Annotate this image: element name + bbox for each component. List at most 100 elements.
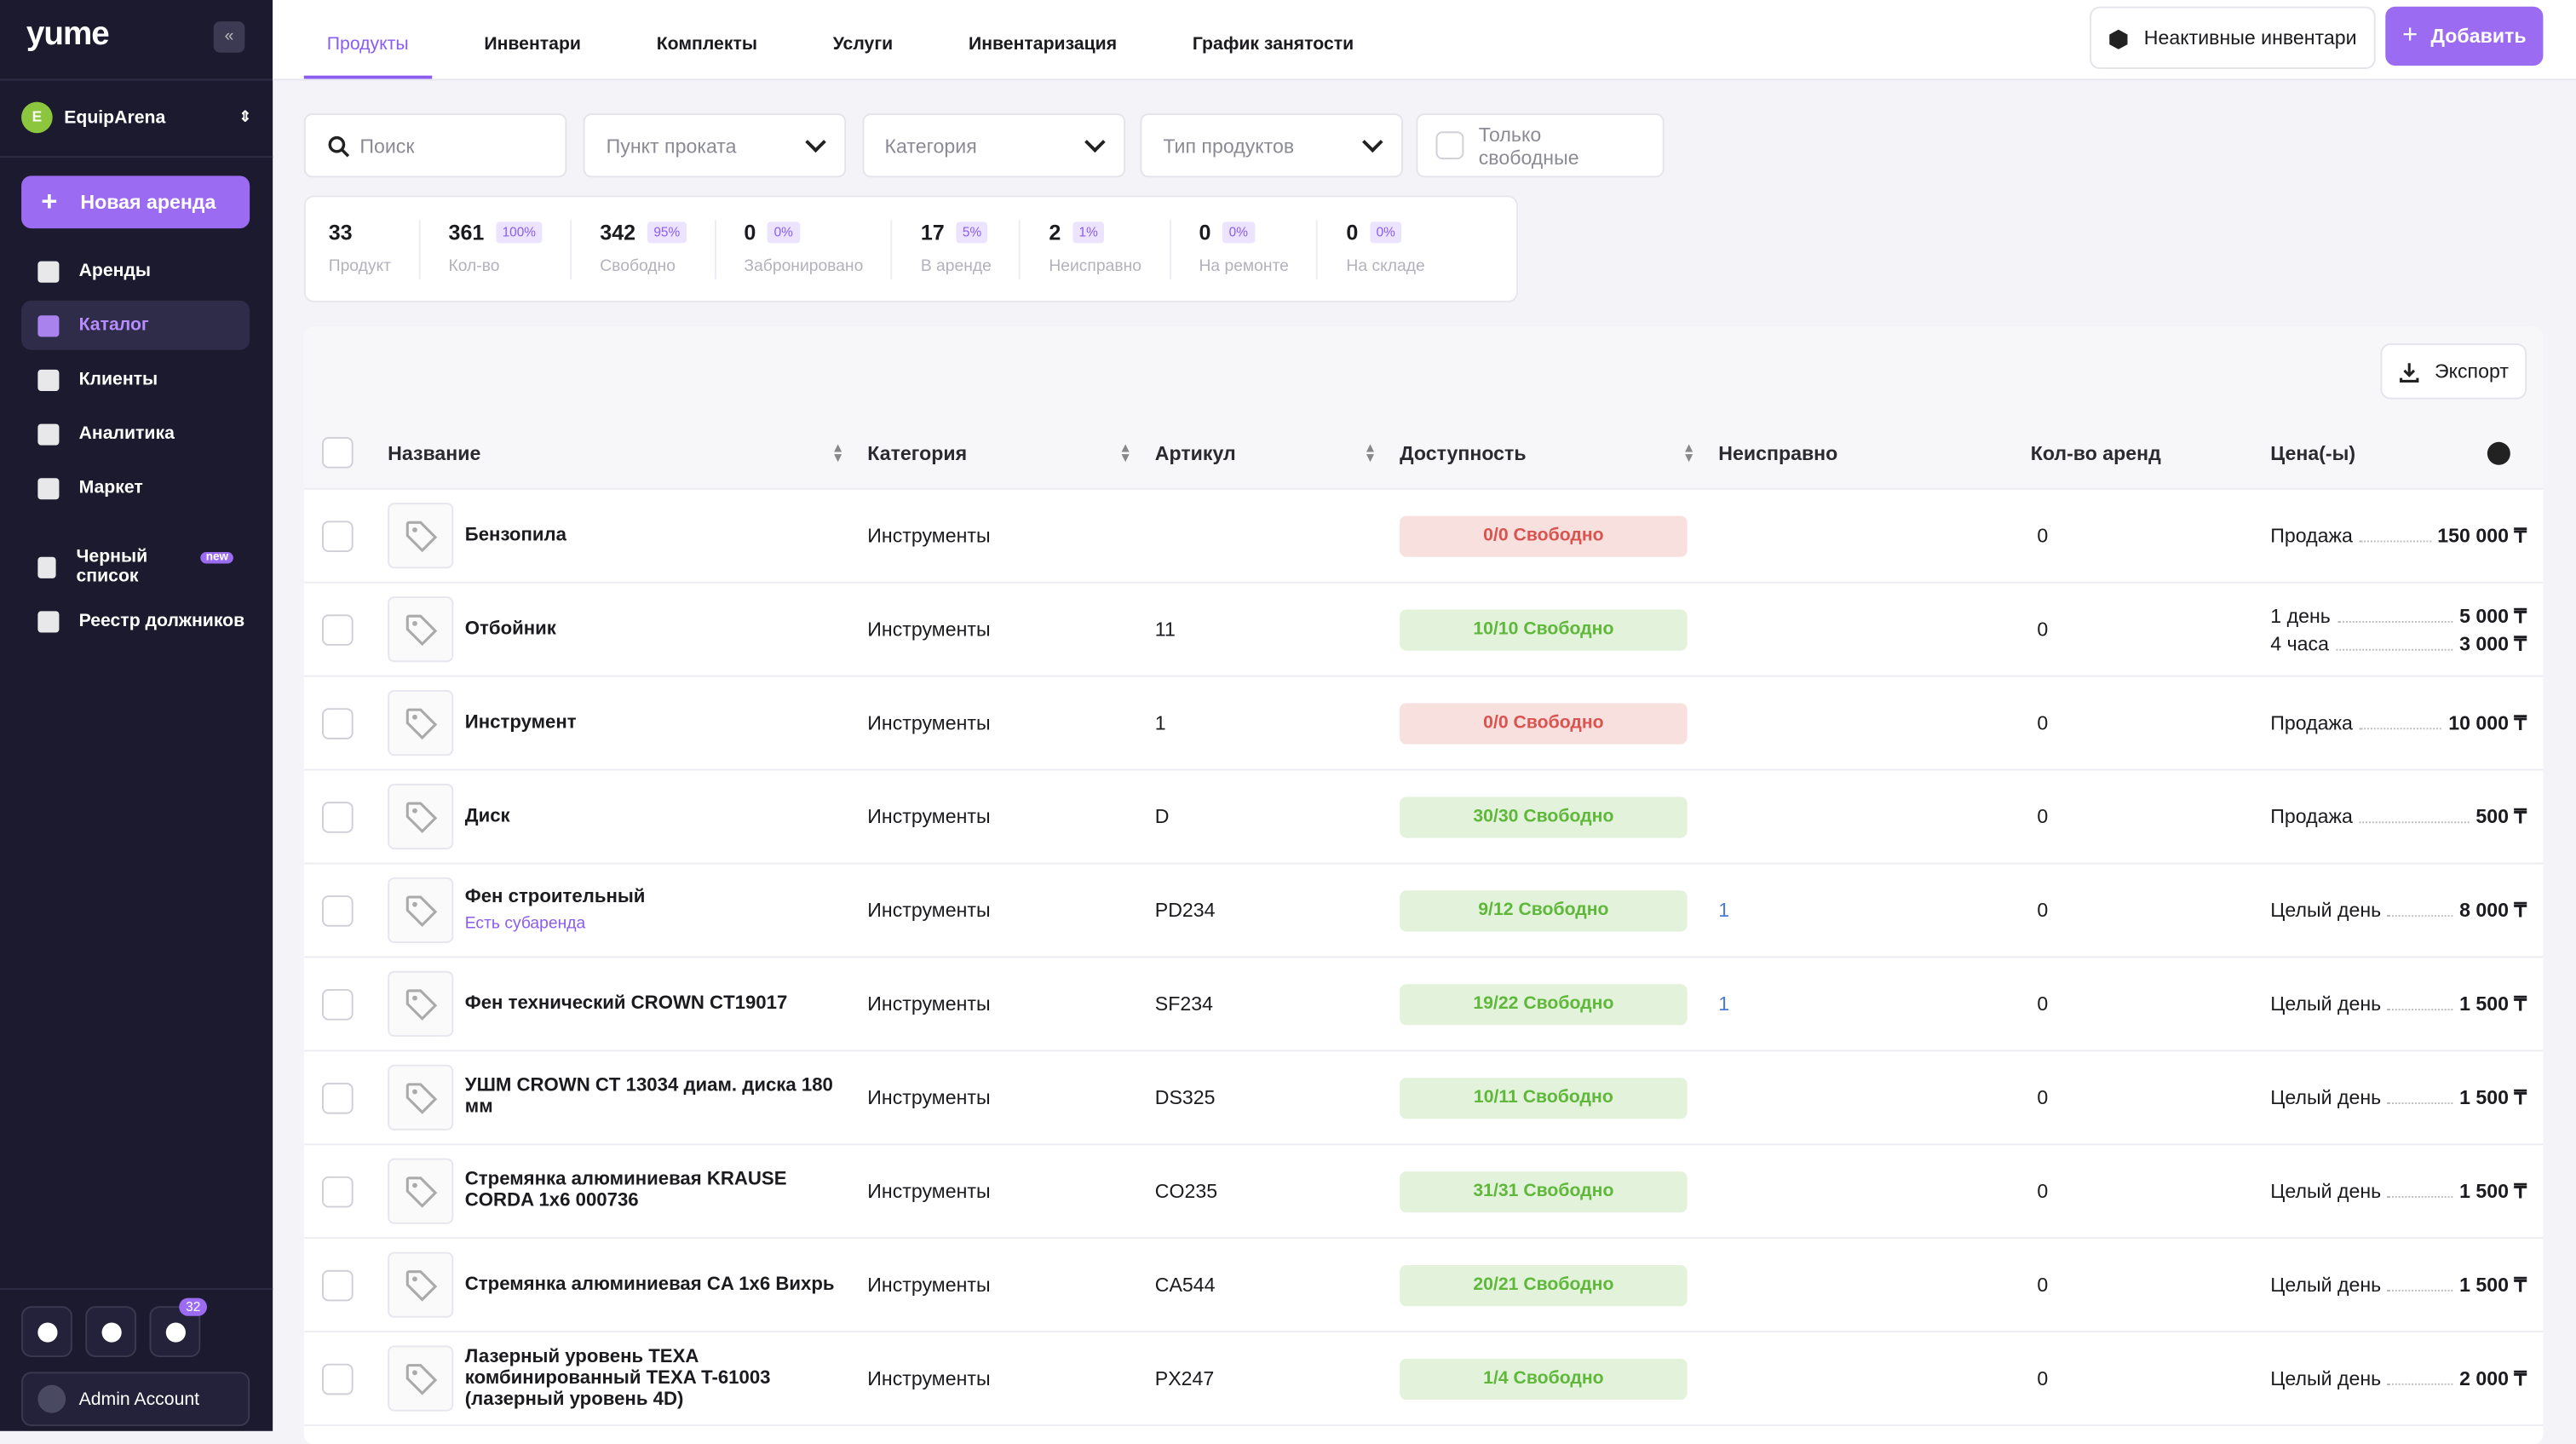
table-row[interactable]: Фен технический CROWN CT19017 Инструменты… (303, 958, 2544, 1052)
search-input[interactable]: Поиск (303, 113, 567, 178)
nav-item[interactable]: Аналитика (21, 409, 250, 458)
column-header: Неисправно (1718, 441, 2030, 464)
row-checkbox (304, 613, 388, 645)
nav-item[interactable]: Реестр должников (21, 596, 250, 646)
settings-button[interactable] (21, 1306, 72, 1357)
product-name: Бензопила (464, 525, 566, 545)
stat-label: Свободно (600, 257, 676, 276)
table-row[interactable]: Стремянка алюминиевая CA 1x6 Вихрь Инстру… (303, 1239, 2544, 1333)
checkbox[interactable] (321, 895, 354, 926)
table-row[interactable]: Инструмент Инструменты 1 0/0 Свободно 0 Прода… (303, 677, 2544, 771)
rentals-cell: 0 (2037, 524, 2049, 548)
table-row[interactable]: Фен строительный Есть субаренда Инструмент… (303, 864, 2544, 958)
price-amount: 10 000 ₸ (2448, 711, 2527, 735)
name-cell: Стремянка алюминиевая KRAUSE CORDA 1x6 0… (388, 1158, 867, 1224)
column-header[interactable]: Артикул ▲ ▼ (1155, 439, 1400, 464)
stat: 17 5% В аренде (921, 220, 1021, 279)
column-title: Кол-во аренд (2030, 440, 2161, 464)
export-label: Экспорт (2434, 360, 2509, 383)
tab[interactable]: Услуги (832, 34, 894, 55)
add-label: Добавить (2430, 24, 2527, 48)
column-header[interactable]: Категория ▲ ▼ (867, 439, 1154, 464)
nav-item[interactable]: Черный список new (21, 542, 250, 591)
availability-cell: 1/4 Свободно (1400, 1357, 1718, 1400)
only-free-filter[interactable]: Только свободные (1416, 113, 1665, 178)
checkbox[interactable] (321, 1269, 354, 1301)
user-menu[interactable]: Admin Account (21, 1372, 250, 1426)
table-row[interactable]: Диск Инструменты D 30/30 Свободно 0 Продажа 50… (303, 770, 2544, 865)
checkbox[interactable] (321, 1362, 354, 1395)
notifications-button[interactable]: 32 (149, 1297, 207, 1357)
inactive-button[interactable]: Неактивные инвентари (2090, 6, 2375, 69)
checkbox[interactable] (321, 988, 354, 1020)
nav: Аренды Каталог Клиенты Аналитика Маркет Черны… (21, 246, 250, 650)
stat: 33 Продукт (329, 220, 421, 279)
sidebar: yume « E EquipArena ⇕ + Новая аренда Арен… (0, 0, 273, 1431)
checkbox[interactable] (321, 1081, 354, 1113)
name-wrap: Бензопила (465, 525, 583, 546)
stat-value-row: 33 (329, 220, 391, 245)
name-cell: УШМ CROWN CT 13034 диам. диска 180 мм (388, 1064, 867, 1130)
table-row[interactable]: Стремянка алюминиевая KRAUSE CORDA 1x6 0… (303, 1145, 2544, 1240)
nav-item[interactable]: Аренды (21, 246, 250, 296)
availability-cell: 19/22 Свободно (1400, 983, 1718, 1025)
export-button[interactable]: Экспорт (2380, 343, 2527, 400)
tab[interactable]: Комплекты (656, 34, 757, 55)
filter-select[interactable]: Пункт проката (583, 113, 847, 178)
sku-cell: CA544 (1154, 1273, 1216, 1297)
checkbox[interactable] (321, 613, 354, 645)
table-toolbar: Экспорт (303, 326, 2544, 417)
dotted-leader (2387, 1102, 2453, 1104)
tab[interactable]: Продукты (303, 0, 432, 79)
prices-cell: 1 день 5 000 ₸ 4 часа 3 000 ₸ (2270, 599, 2527, 659)
divider (0, 156, 273, 158)
add-button[interactable]: + Добавить (2385, 6, 2544, 66)
checkbox[interactable] (321, 707, 354, 739)
filter-select[interactable]: Категория (861, 113, 1125, 178)
nav-icon (37, 260, 60, 282)
help-button[interactable] (85, 1306, 137, 1357)
header-checkbox (304, 436, 388, 469)
settings-icon[interactable] (2487, 440, 2510, 464)
table-row[interactable]: Отбойник Инструменты 11 10/10 Свободно 0 1 де… (303, 584, 2544, 677)
sort-icon[interactable]: ▲ ▼ (1118, 439, 1132, 464)
table-row[interactable]: УШМ CROWN CT 13034 диам. диска 180 мм Инс… (303, 1051, 2544, 1146)
sort-icon[interactable]: ▲ ▼ (1682, 439, 1696, 464)
table-row[interactable]: Лазерный уровень TEXA комбинированный TE… (303, 1332, 2544, 1426)
stat-label: Неисправно (1049, 257, 1141, 276)
stat-value: 0 (1199, 220, 1211, 245)
table: Название ▲ ▼ Категория ▲ ▼ Артикул ▲ ▼ Доступност… (303, 417, 2544, 1426)
workspace-switcher[interactable]: E EquipArena ⇕ (21, 101, 251, 134)
column-header[interactable]: Доступность ▲ ▼ (1400, 439, 1718, 464)
checkbox[interactable] (321, 436, 354, 469)
collapse-button[interactable]: « (213, 21, 245, 53)
nav-item[interactable]: Маркет (21, 463, 250, 513)
faulty-cell[interactable]: 1 (1718, 992, 1730, 1015)
checkbox[interactable] (321, 520, 354, 552)
table-row[interactable]: Бензопила Инструменты 0/0 Свободно 0 Продажа… (303, 490, 2544, 584)
name-wrap: Фен строительный Есть субаренда (465, 886, 662, 934)
sort-icon[interactable]: ▲ ▼ (831, 439, 845, 464)
new-rental-button[interactable]: + Новая аренда (21, 175, 250, 229)
checkbox[interactable] (321, 801, 354, 832)
nav-item[interactable]: Каталог (21, 300, 250, 350)
name-cell: Инструмент (388, 689, 867, 757)
checkbox[interactable] (1435, 131, 1464, 160)
tab[interactable]: Инвентаризация (968, 34, 1118, 55)
tab[interactable]: Инвентари (484, 34, 581, 55)
column-header[interactable]: Название ▲ ▼ (388, 439, 867, 464)
price-label: Целый день (2270, 1273, 2382, 1297)
filter-select[interactable]: Тип продуктов (1140, 113, 1403, 178)
stat-label: На складе (1346, 257, 1425, 276)
price-line: Целый день 1 500 ₸ (2270, 1274, 2527, 1297)
category-cell: Инструменты (867, 898, 991, 922)
checkbox[interactable] (321, 1175, 354, 1207)
sort-icon[interactable]: ▲ ▼ (1363, 439, 1377, 464)
nav-item[interactable]: Клиенты (21, 355, 250, 405)
name-wrap: Лазерный уровень TEXA комбинированный TE… (465, 1346, 867, 1410)
tab[interactable]: График занятости (1192, 34, 1354, 55)
faulty-cell[interactable]: 1 (1718, 898, 1730, 922)
rentals-cell: 0 (2037, 898, 2049, 922)
nav-label: Клиенты (78, 369, 158, 390)
